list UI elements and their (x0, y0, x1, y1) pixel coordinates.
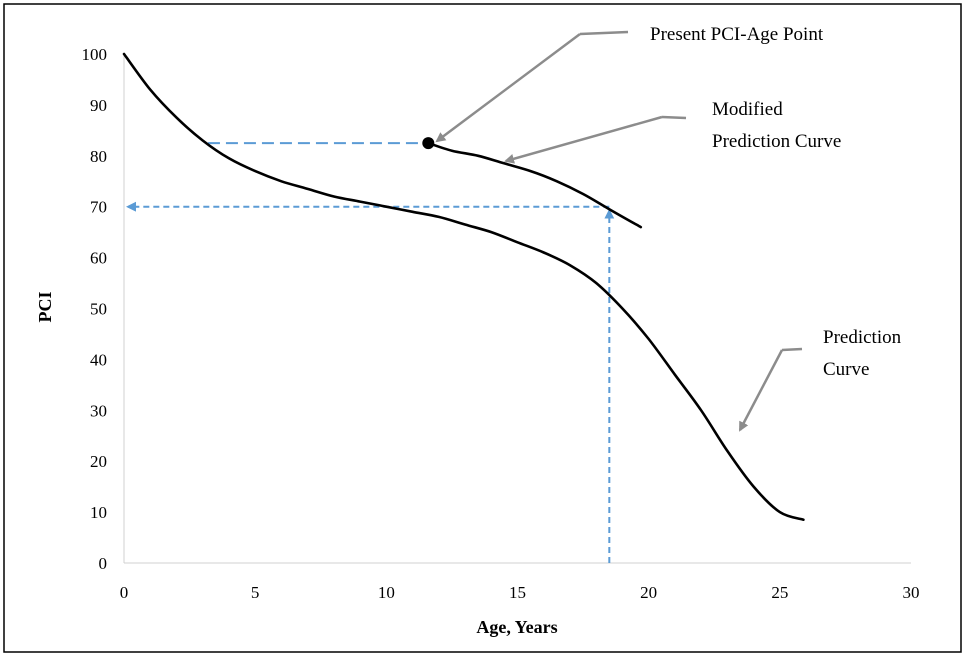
modified-prediction-curve (427, 141, 643, 229)
present-point-label: Present PCI-Age Point (650, 24, 824, 45)
present-point-arrow (435, 32, 581, 143)
x-tick-label: 20 (640, 583, 657, 602)
y-tick-label: 40 (90, 350, 107, 369)
y-tick-label: 10 (90, 503, 107, 522)
y-tick-label: 80 (90, 147, 107, 166)
y-axis-title: PCI (35, 292, 55, 323)
modified-curve-arrow (504, 115, 663, 164)
x-axis-title: Age, Years (476, 617, 557, 637)
x-tick-label: 15 (509, 583, 526, 602)
y-tick-labels: 0 10 20 30 40 50 60 70 80 90 100 (82, 45, 108, 573)
y-tick-label: 70 (90, 198, 107, 217)
modified-curve-label-line2: Prediction Curve (712, 131, 841, 152)
x-tick-labels: 0 5 10 15 20 25 30 (120, 583, 920, 602)
x-tick-label: 25 (771, 583, 788, 602)
prediction-curve-label-line2: Curve (823, 359, 869, 380)
x-tick-label: 30 (903, 583, 920, 602)
y-tick-label: 60 (90, 249, 107, 268)
modified-curve-leader-line (661, 115, 687, 120)
y-tick-label: 20 (90, 452, 107, 471)
modified-curve-label-line1: Modified (712, 99, 783, 120)
prediction-curve-label-line1: Prediction (823, 327, 902, 348)
x-tick-label: 5 (251, 583, 260, 602)
chart-border (3, 3, 962, 653)
present-point-leader-line (579, 30, 629, 36)
prediction-curve-arrow (738, 349, 784, 432)
y-tick-label: 30 (90, 401, 107, 420)
present-pci-age-point (422, 137, 435, 150)
curves (122, 52, 805, 521)
points (422, 137, 435, 150)
y-tick-label: 100 (82, 45, 108, 64)
y-tick-label: 90 (90, 96, 107, 115)
y-tick-label: 50 (90, 300, 107, 319)
x-tick-label: 0 (120, 583, 129, 602)
y-tick-label: 0 (99, 554, 108, 573)
guide-lines (126, 142, 615, 563)
prediction-curve (122, 52, 805, 521)
prediction-curve-leader-line (781, 347, 803, 352)
x-tick-label: 10 (378, 583, 395, 602)
